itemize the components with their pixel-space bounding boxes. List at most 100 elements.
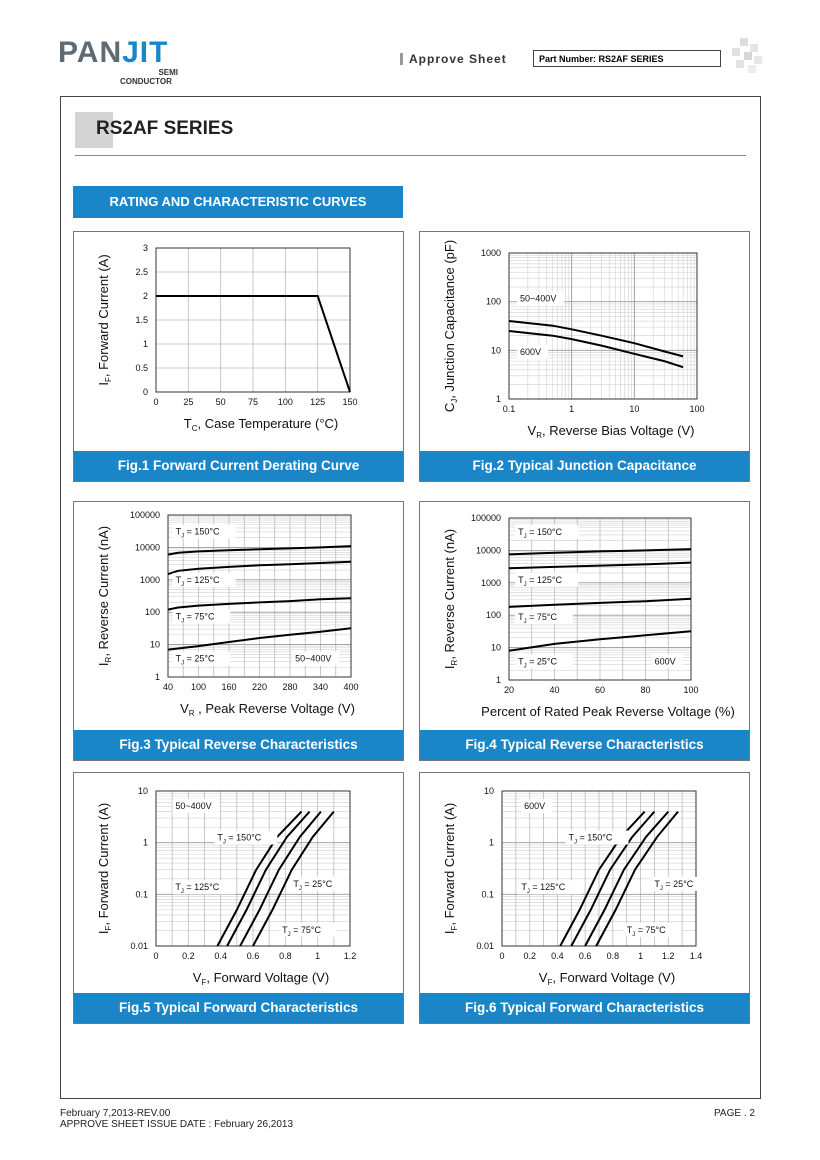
x-tick-label: 1.2 (662, 951, 675, 961)
plot-frame (508, 252, 698, 400)
annotation-bg (518, 880, 582, 895)
x-tick-label: 0.8 (279, 951, 292, 961)
series-line (167, 627, 352, 651)
y-tick-label: 3 (143, 243, 148, 253)
y-axis-title: IF, Forward Current (A) (96, 803, 113, 934)
annotation-bg (172, 609, 231, 624)
title-divider (75, 155, 746, 156)
y-tick-label: 2.5 (135, 267, 148, 277)
y-tick-label: 0.01 (130, 941, 148, 951)
x-tick-label: 1 (569, 404, 574, 414)
y-tick-label: 0.01 (476, 941, 494, 951)
figure-panel-6: 0 0.2 0.4 0.6 0.8 1 1.2 1.4 0.01 0.1 1 10 VF, Forwar… (419, 772, 750, 1024)
y-tick-label: 1 (496, 675, 501, 685)
y-tick-label: 100000 (471, 513, 501, 523)
x-tick-label: 0.6 (579, 951, 592, 961)
title-accent-block (75, 112, 113, 148)
annotation-label: 50~400V (295, 654, 331, 664)
y-tick-label: 1000 (140, 575, 160, 585)
approve-text: Approve Sheet (409, 52, 507, 66)
y-tick-label: 0.1 (135, 889, 148, 899)
annotation-bg (172, 572, 236, 587)
x-tick-label: 75 (248, 397, 258, 407)
annotation-bg (214, 830, 278, 845)
x-tick-label: 0.1 (503, 404, 516, 414)
x-tick-label: 100 (278, 397, 293, 407)
series-line (508, 320, 684, 358)
y-tick-label: 2 (143, 291, 148, 301)
y-tick-label: 0 (143, 387, 148, 397)
annotation-bg (515, 572, 579, 587)
x-tick-label: 0.8 (607, 951, 620, 961)
figure-caption-1: Fig.1 Forward Current Derating Curve (74, 451, 403, 481)
approve-sheet-label: Approve Sheet (400, 52, 507, 66)
checker-pattern-icon (732, 38, 762, 73)
annotation-bg (651, 654, 683, 669)
annotation-label: TJ = 150°C (569, 833, 613, 846)
annotation-bg (623, 922, 682, 937)
x-tick-label: 220 (252, 682, 267, 692)
y-axis-title: IR, Reverse Current (nA) (442, 529, 459, 669)
y-tick-label: 10 (138, 786, 148, 796)
section-title: RATING AND CHARACTERISTIC CURVES (73, 186, 403, 218)
annotation-bg (290, 876, 349, 891)
y-tick-label: 10000 (476, 545, 501, 555)
annotation-label: TJ = 125°C (176, 575, 220, 588)
annotation-bg (292, 651, 340, 666)
figure-panel-3: 40 100 160 220 280 340 400 1 10 100 1000 10000 10000… (73, 501, 404, 761)
annotation-bg (515, 610, 573, 625)
y-tick-label: 1 (496, 394, 501, 404)
x-tick-label: 100 (191, 682, 206, 692)
chart-fig6: 0 0.2 0.4 0.6 0.8 1 1.2 1.4 0.01 0.1 1 10 VF, Forwar… (442, 786, 710, 987)
footer-revision: February 7,2013-REV.00 (60, 1108, 171, 1119)
y-tick-label: 100 (486, 610, 501, 620)
annotation-bg (279, 922, 337, 937)
x-tick-label: 1.4 (690, 951, 703, 961)
annotation-label: TJ = 150°C (518, 527, 562, 540)
y-axis-title: IF, Forward Current (A) (442, 803, 459, 934)
series-line (508, 561, 692, 570)
x-tick-label: 0.6 (247, 951, 260, 961)
logo-conductor: CONDUCTOR (120, 77, 172, 86)
footer-issue-date: APPROVE SHEET ISSUE DATE : February 26,2… (60, 1119, 294, 1130)
x-tick-label: 160 (221, 682, 236, 692)
annotation-label: TJ = 25°C (654, 879, 693, 892)
series-line (508, 330, 684, 369)
figure-panel-5: 0 0.2 0.4 0.6 0.8 1 1.2 0.01 0.1 1 10 VF, Forward V… (73, 772, 404, 1024)
x-axis-title: TC, Case Temperature (°C) (184, 416, 339, 433)
chart-fig3: 40 100 160 220 280 340 400 1 10 100 1000 10000 10000… (96, 510, 359, 718)
annotation-label: TJ = 75°C (176, 611, 215, 624)
y-tick-label: 1.5 (135, 315, 148, 325)
x-tick-label: 1 (638, 951, 643, 961)
series-line (252, 810, 335, 947)
figure-panel-4: 20 40 60 80 100 1 10 100 1000 10000 100000 Percent … (419, 501, 750, 761)
y-tick-label: 10 (150, 640, 160, 650)
annotation-label: 600V (520, 347, 541, 357)
series-line (167, 560, 352, 576)
x-tick-label: 40 (163, 682, 173, 692)
figure-caption-4: Fig.4 Typical Reverse Characteristics (420, 730, 749, 760)
x-tick-label: 100 (689, 404, 704, 414)
approve-bar-icon (400, 53, 403, 65)
annotation-bg (515, 524, 579, 539)
footer-left: February 7,2013-REV.00 APPROVE SHEET ISS… (60, 1108, 293, 1130)
x-tick-label: 0.2 (182, 951, 195, 961)
annotation-bg (517, 345, 549, 360)
y-tick-label: 1 (489, 838, 494, 848)
annotation-bg (172, 651, 231, 666)
y-tick-label: 1 (155, 672, 160, 682)
x-tick-label: 0.4 (214, 951, 227, 961)
y-tick-label: 0.5 (135, 363, 148, 373)
logo-semi: SEMI (158, 68, 178, 77)
logo-accent: JIT (122, 36, 169, 69)
plot-frame (501, 790, 697, 947)
y-axis-title: CJ, Junction Capacitance (pF) (442, 240, 459, 412)
annotation-label: TJ = 25°C (293, 879, 332, 892)
annotation-bg (651, 876, 710, 891)
annotation-bg (172, 880, 236, 895)
series-line (508, 597, 692, 608)
y-axis-title: IF, Forward Current (A) (96, 254, 113, 385)
x-axis-title: VF, Forward Voltage (V) (193, 970, 329, 987)
figure-caption-5: Fig.5 Typical Forward Characteristics (74, 993, 403, 1023)
series-line (239, 810, 322, 947)
